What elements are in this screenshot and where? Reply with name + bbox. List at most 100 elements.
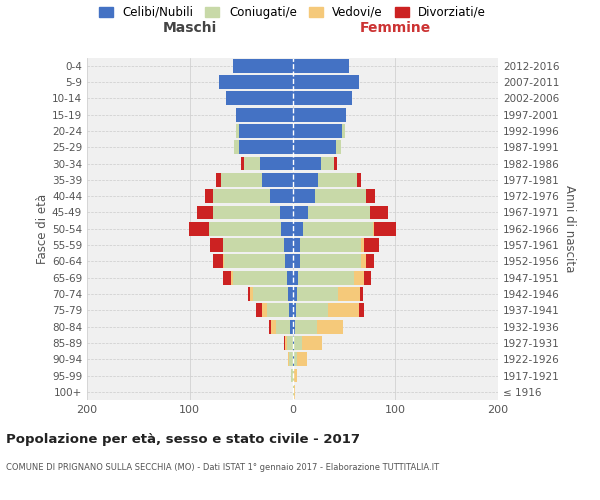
Bar (293, 58, 349, 72)
Text: COMUNE DI PRIGNANO SULLA SECCHIA (MO) - Dati ISTAT 1° gennaio 2017 - Elaborazion: COMUNE DI PRIGNANO SULLA SECCHIA (MO) - … (6, 462, 439, 471)
Bar (359, 304, 364, 317)
Bar (239, 140, 293, 154)
Bar (224, 254, 286, 268)
Y-axis label: Fasce di età: Fasce di età (36, 194, 49, 264)
Text: Femmine: Femmine (359, 21, 431, 35)
Bar (293, 352, 296, 366)
Bar (289, 304, 293, 317)
Bar (284, 336, 286, 350)
Bar (241, 156, 244, 170)
Bar (364, 238, 379, 252)
Bar (293, 320, 295, 334)
Bar (281, 222, 293, 235)
Bar (370, 206, 388, 220)
Bar (256, 304, 262, 317)
Bar (231, 270, 233, 284)
Bar (233, 270, 287, 284)
Bar (293, 108, 346, 122)
Bar (308, 206, 370, 220)
Bar (293, 206, 308, 220)
Bar (214, 254, 223, 268)
Bar (234, 140, 239, 154)
Bar (209, 222, 281, 235)
Bar (293, 140, 335, 154)
Bar (289, 287, 293, 301)
Bar (233, 58, 293, 72)
Bar (289, 352, 293, 366)
Y-axis label: Anni di nascita: Anni di nascita (563, 185, 576, 272)
Bar (293, 270, 298, 284)
Bar (293, 75, 359, 89)
Bar (236, 108, 293, 122)
Bar (269, 320, 271, 334)
Bar (357, 173, 361, 187)
Bar (293, 189, 315, 203)
Bar (373, 222, 374, 235)
Bar (367, 189, 375, 203)
Bar (226, 92, 293, 105)
Bar (276, 320, 290, 334)
Bar (296, 352, 307, 366)
Bar (236, 124, 239, 138)
Legend: Celibi/Nubili, Coniugati/e, Vedovi/e, Divorziati/e: Celibi/Nubili, Coniugati/e, Vedovi/e, Di… (99, 6, 486, 19)
Bar (250, 287, 253, 301)
Bar (354, 270, 364, 284)
Bar (270, 189, 293, 203)
Bar (217, 173, 221, 187)
Bar (335, 140, 341, 154)
Bar (267, 304, 289, 317)
Bar (293, 238, 299, 252)
Bar (342, 124, 345, 138)
Bar (367, 254, 374, 268)
Bar (189, 222, 209, 235)
Bar (293, 124, 342, 138)
Bar (315, 189, 367, 203)
Bar (197, 206, 214, 220)
Text: Maschi: Maschi (163, 21, 217, 35)
Bar (218, 75, 293, 89)
Bar (293, 173, 318, 187)
Bar (302, 336, 322, 350)
Bar (303, 222, 373, 235)
Bar (286, 336, 287, 350)
Bar (221, 173, 262, 187)
Bar (364, 270, 371, 284)
Text: Popolazione per età, sesso e stato civile - 2017: Popolazione per età, sesso e stato civil… (6, 432, 360, 446)
Bar (271, 320, 276, 334)
Bar (298, 270, 354, 284)
Bar (292, 368, 293, 382)
Bar (317, 320, 343, 334)
Bar (214, 206, 280, 220)
Bar (223, 270, 231, 284)
Bar (211, 238, 223, 252)
Bar (338, 287, 361, 301)
Bar (260, 156, 293, 170)
Bar (293, 92, 352, 105)
Bar (290, 320, 293, 334)
Bar (239, 124, 293, 138)
Bar (287, 270, 293, 284)
Bar (223, 254, 224, 268)
Bar (244, 156, 260, 170)
Bar (205, 189, 214, 203)
Bar (286, 254, 293, 268)
Bar (262, 173, 293, 187)
Bar (280, 206, 293, 220)
Bar (296, 287, 338, 301)
Bar (321, 156, 334, 170)
Bar (293, 304, 296, 317)
Bar (374, 222, 396, 235)
Bar (299, 238, 361, 252)
Bar (334, 156, 337, 170)
Bar (293, 222, 303, 235)
Bar (214, 189, 270, 203)
Bar (293, 368, 296, 382)
Bar (253, 287, 289, 301)
Bar (248, 287, 250, 301)
Bar (299, 254, 361, 268)
Bar (287, 336, 293, 350)
Bar (361, 254, 367, 268)
Bar (293, 287, 296, 301)
Bar (361, 287, 364, 301)
Bar (293, 385, 295, 399)
